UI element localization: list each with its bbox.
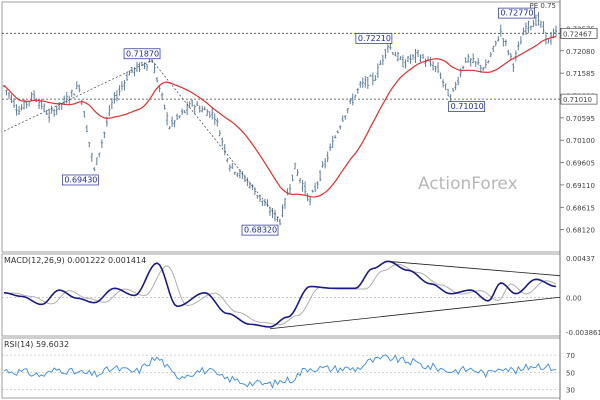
price-tick-label: 0.68615 xyxy=(566,204,595,212)
rsi-title: RSI(14) 59.6032 xyxy=(4,340,69,349)
annotation-box xyxy=(448,101,485,112)
macd-tick-label: 0.00437 xyxy=(566,255,595,263)
macd-tick-label: 0.00 xyxy=(566,294,582,302)
level-label: 0.71010 xyxy=(563,96,592,104)
trend-line xyxy=(151,60,281,221)
rsi-panel-frame xyxy=(1,337,561,399)
annotation-label: 0.72770 xyxy=(500,9,533,18)
rsi-tick-label: 70 xyxy=(566,352,575,360)
annotation-label: 0.68320 xyxy=(244,226,277,235)
rsi-tick-label: 30 xyxy=(566,386,575,394)
moving-average-line xyxy=(3,36,557,198)
annotation-box xyxy=(123,48,161,60)
current-price-label: 0.72467 xyxy=(563,30,592,38)
macd-trend-line xyxy=(387,260,561,277)
annotation-label: 0.72210 xyxy=(358,34,391,43)
level-label-box xyxy=(560,93,598,105)
macd-panel-frame xyxy=(1,253,561,337)
macd-title: MACD(12,26,9) 0.001222 0.001414 xyxy=(4,256,146,265)
annotation-box xyxy=(61,174,99,186)
price-tick-label: 0.70595 xyxy=(566,115,595,123)
price-tick-label: 0.69605 xyxy=(566,160,595,168)
watermark: ActionForex xyxy=(418,174,518,194)
macd-tick-label: -0.003861 xyxy=(566,329,600,337)
annotation-label: 0.69430 xyxy=(64,175,97,184)
rsi-tick-label: 50 xyxy=(566,369,575,377)
trend-line xyxy=(3,59,153,132)
annotation-box xyxy=(498,7,535,19)
rsi-line xyxy=(3,354,557,389)
annotation-box xyxy=(241,224,279,236)
price-top-label: PE 0.75 xyxy=(530,2,556,10)
price-tick-label: 0.71585 xyxy=(566,70,595,78)
price-tick-label: 0.69110 xyxy=(566,182,595,190)
price-tick-label: 0.68120 xyxy=(566,227,595,235)
annotation-box xyxy=(355,33,393,44)
macd-signal-line xyxy=(4,263,557,326)
price-tick-label: 0.72080 xyxy=(566,48,595,56)
macd-trend-line xyxy=(269,296,561,330)
annotation-label: 0.71010 xyxy=(451,102,484,111)
price-tick-label: 0.70100 xyxy=(566,137,595,145)
macd-line xyxy=(3,260,557,328)
current-price-box xyxy=(560,28,598,39)
annotation-label: 0.71870 xyxy=(126,49,159,58)
